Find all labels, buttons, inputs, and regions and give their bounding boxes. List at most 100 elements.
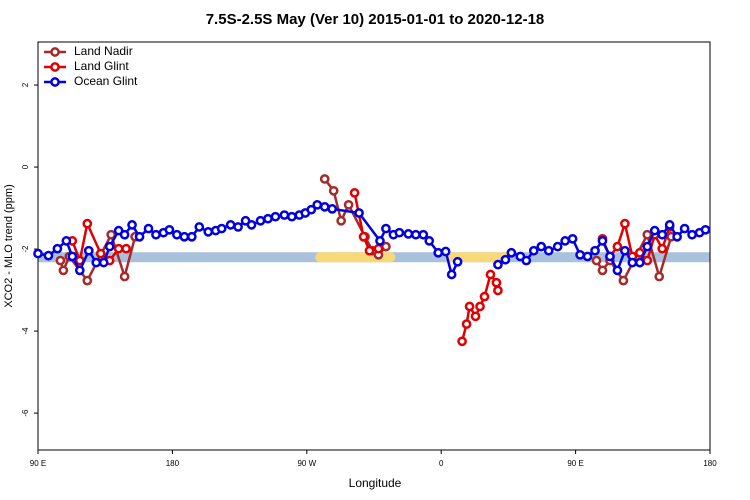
data-point xyxy=(375,236,385,246)
data-point xyxy=(493,285,503,296)
legend-label: Land Nadir xyxy=(74,44,133,58)
data-point xyxy=(528,245,539,256)
data-point xyxy=(106,229,117,240)
data-point xyxy=(567,233,578,244)
x-axis-label: Longitude xyxy=(349,476,402,490)
data-point xyxy=(649,225,660,236)
data-point xyxy=(194,222,205,232)
data-point xyxy=(43,250,54,261)
data-point xyxy=(306,204,317,215)
data-point xyxy=(279,210,290,220)
data-point xyxy=(597,265,608,276)
data-point xyxy=(418,229,429,240)
data-point xyxy=(485,269,496,280)
data-point xyxy=(151,229,161,240)
data-point xyxy=(642,255,653,266)
data-point xyxy=(657,243,668,254)
x-tick-label: 0 xyxy=(439,459,444,468)
data-point xyxy=(521,255,532,266)
data-point xyxy=(143,223,154,234)
data-point xyxy=(58,265,69,276)
x-tick-label: 180 xyxy=(703,459,717,468)
data-point xyxy=(225,220,236,230)
data-point xyxy=(319,174,330,184)
x-tick-label: 90 W xyxy=(297,459,316,468)
data-point xyxy=(95,248,106,259)
data-point xyxy=(536,241,547,252)
data-point xyxy=(506,247,517,258)
data-point xyxy=(52,243,63,254)
data-point xyxy=(618,275,629,286)
legend-label: Land Glint xyxy=(74,59,129,73)
data-point xyxy=(410,229,421,240)
data-point xyxy=(543,245,554,256)
data-point xyxy=(61,236,72,246)
data-point xyxy=(500,254,511,265)
data-point xyxy=(134,231,145,242)
data-point xyxy=(657,229,668,240)
data-point xyxy=(33,248,43,259)
data-point xyxy=(403,229,414,239)
data-point xyxy=(246,220,257,230)
data-point xyxy=(270,211,281,222)
data-point xyxy=(164,224,175,235)
chart-title: 7.5S-2.5S May (Ver 10) 2015-01-01 to 202… xyxy=(206,11,545,28)
data-point xyxy=(605,251,615,262)
data-point xyxy=(457,336,467,347)
data-point xyxy=(627,257,638,268)
data-point xyxy=(493,259,503,270)
data-point xyxy=(433,247,444,258)
data-point xyxy=(475,301,485,312)
legend-marker xyxy=(50,62,60,72)
data-point xyxy=(654,271,665,282)
data-point xyxy=(446,269,457,280)
data-point xyxy=(373,243,384,254)
data-point xyxy=(358,231,369,242)
y-axis-label: XCO2 - MLO trend (ppm) xyxy=(3,184,15,307)
data-point xyxy=(491,277,502,288)
data-point xyxy=(255,215,266,226)
y-tick-label: -6 xyxy=(21,409,30,417)
data-point xyxy=(461,319,472,329)
data-point xyxy=(349,188,360,198)
data-point xyxy=(479,291,490,302)
data-point xyxy=(83,245,94,256)
data-point xyxy=(127,220,137,230)
data-point xyxy=(91,257,102,268)
y-tick-label: -2 xyxy=(21,245,30,253)
data-point xyxy=(452,256,463,267)
data-point xyxy=(263,213,273,224)
plot-frame xyxy=(37,41,711,451)
data-point xyxy=(440,246,451,257)
data-point xyxy=(119,271,130,282)
x-tick-label: 90 E xyxy=(30,459,46,468)
data-point xyxy=(354,208,364,218)
data-point xyxy=(98,257,109,268)
data-point xyxy=(597,236,608,246)
data-point xyxy=(642,229,653,240)
data-point xyxy=(67,251,78,262)
data-point xyxy=(381,223,391,234)
data-point xyxy=(642,241,653,252)
data-point xyxy=(364,245,375,256)
data-point xyxy=(119,229,130,240)
x-tick-label: 90 E xyxy=(567,459,583,468)
data-point xyxy=(575,249,585,260)
data-point xyxy=(634,257,645,268)
data-point xyxy=(319,201,330,212)
data-point xyxy=(590,245,600,256)
data-point xyxy=(672,231,682,242)
data-point xyxy=(560,236,570,246)
y-tick-label: 0 xyxy=(21,164,30,169)
data-point xyxy=(172,229,182,240)
data-point xyxy=(582,251,593,262)
data-point xyxy=(464,301,475,312)
series-line xyxy=(71,192,671,342)
data-point xyxy=(186,231,197,242)
data-point xyxy=(591,255,602,266)
y-tick-label: 2 xyxy=(21,82,30,87)
data-point xyxy=(179,231,190,242)
data-point xyxy=(233,222,243,232)
data-point xyxy=(620,218,630,229)
